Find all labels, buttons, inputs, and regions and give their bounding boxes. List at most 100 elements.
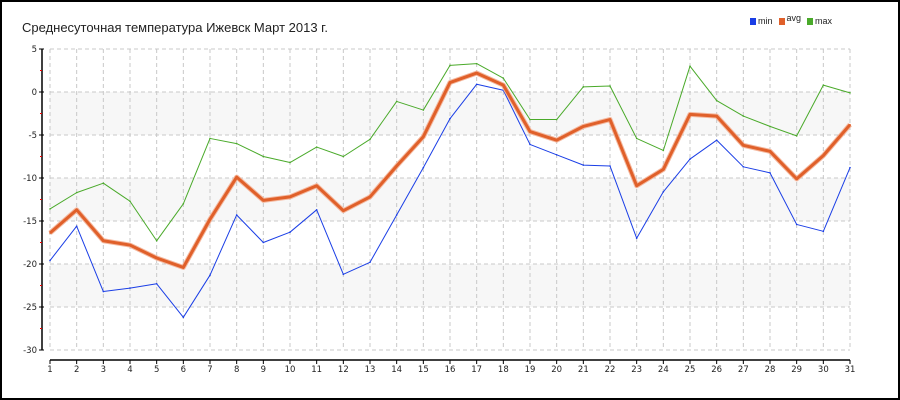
x-tick-label: 24 [658, 365, 669, 375]
x-tick-label: 31 [845, 365, 856, 375]
data-point-avg [262, 199, 265, 202]
data-point-max [395, 100, 398, 103]
x-tick-label: 16 [445, 365, 456, 375]
data-point-max [475, 62, 478, 65]
data-point-max [209, 137, 211, 140]
data-point-max [129, 200, 131, 203]
legend-item-max: max [807, 16, 832, 26]
y-tick-label: -20 [23, 260, 37, 270]
x-tick-label: 10 [285, 365, 296, 375]
data-point-max [369, 138, 371, 141]
data-point-max [102, 182, 105, 184]
data-point-min [635, 237, 638, 239]
data-point-min [609, 165, 611, 167]
data-point-min [289, 231, 291, 233]
data-point-max [609, 85, 611, 87]
data-point-min [209, 274, 211, 276]
data-point-min [49, 259, 51, 262]
x-tick-label: 4 [127, 365, 132, 375]
data-point-max [155, 239, 158, 242]
data-point-min [529, 143, 531, 146]
data-point-max [49, 208, 51, 210]
data-point-avg [102, 239, 105, 242]
data-point-min [342, 273, 345, 276]
data-point-max [795, 135, 798, 137]
data-point-max [315, 146, 318, 148]
data-point-min [75, 225, 78, 227]
x-tick-label: 13 [365, 365, 376, 375]
y-tick-label: -25 [23, 303, 37, 313]
x-tick-label: 27 [738, 365, 749, 375]
data-point-min [315, 209, 318, 211]
legend-swatch-max [807, 17, 814, 25]
data-point-max [342, 155, 345, 158]
x-tick-label: 20 [551, 365, 562, 375]
data-point-avg [769, 150, 771, 153]
data-point-max [529, 118, 531, 121]
data-point-max [262, 155, 265, 158]
data-point-min [582, 164, 585, 166]
data-point-max [662, 149, 665, 152]
x-tick-label: 12 [338, 365, 349, 375]
data-point-max [555, 118, 558, 121]
x-tick-label: 30 [818, 365, 829, 375]
data-point-min [715, 139, 718, 141]
data-point-avg [129, 244, 131, 246]
x-tick-label: 7 [207, 365, 212, 375]
data-point-min [662, 190, 665, 193]
data-point-max [422, 109, 425, 111]
data-point-min [822, 230, 825, 233]
data-point-min [742, 166, 745, 168]
data-point-avg [395, 165, 398, 167]
data-point-max [289, 161, 291, 164]
data-point-min [129, 287, 131, 289]
data-point-avg [342, 209, 345, 212]
data-point-max [715, 99, 718, 102]
data-point-avg [609, 118, 611, 121]
x-tick-label: 9 [261, 365, 266, 375]
x-tick-label: 6 [181, 365, 186, 375]
data-point-avg [662, 168, 665, 171]
data-point-avg [182, 266, 185, 269]
x-tick-label: 18 [498, 365, 509, 375]
x-tick-label: 15 [418, 365, 429, 375]
data-point-avg [555, 139, 558, 141]
data-point-min [849, 166, 851, 169]
x-tick-label: 19 [525, 365, 536, 375]
y-tick-label: -30 [23, 346, 37, 356]
data-point-avg [155, 257, 158, 259]
data-point-avg [422, 135, 425, 138]
legend-swatch-avg [778, 17, 785, 25]
data-point-max [182, 203, 185, 205]
x-tick-label: 11 [311, 365, 322, 375]
x-tick-label: 2 [74, 365, 79, 375]
data-point-avg [75, 209, 78, 211]
x-tick-label: 8 [234, 365, 239, 375]
y-tick-label: 5 [32, 45, 37, 55]
x-tick-label: 1 [47, 365, 52, 375]
data-point-avg [795, 178, 798, 180]
chart-title: Среднесуточная температура Ижевск Март 2… [22, 20, 328, 35]
data-point-avg [849, 123, 851, 126]
data-point-avg [635, 184, 638, 187]
data-point-max [502, 77, 505, 80]
data-point-max [582, 86, 585, 88]
x-tick-label: 21 [578, 365, 589, 375]
data-point-avg [449, 81, 451, 84]
data-point-avg [582, 125, 585, 128]
legend-swatch-min [750, 17, 756, 25]
data-point-avg [209, 218, 211, 221]
data-point-min [555, 153, 558, 156]
data-point-max [689, 65, 691, 67]
data-point-avg [289, 196, 291, 198]
data-point-avg [822, 154, 825, 157]
y-tick-label: -5 [29, 131, 37, 141]
data-point-avg [475, 72, 478, 74]
data-point-avg [715, 115, 718, 117]
band [50, 264, 850, 307]
data-point-min [235, 214, 238, 216]
legend-item-min: min [750, 16, 773, 26]
legend-item-avg: avg [778, 13, 801, 26]
data-point-avg [369, 196, 371, 198]
